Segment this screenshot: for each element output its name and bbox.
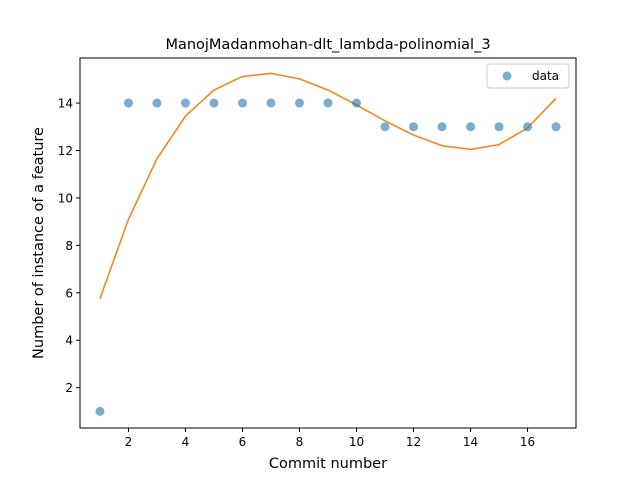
data-point xyxy=(380,122,390,132)
y-tick-label: 2 xyxy=(65,381,73,395)
data-point xyxy=(437,122,447,132)
data-point xyxy=(209,98,219,108)
data-point xyxy=(266,98,276,108)
data-point xyxy=(352,98,362,108)
x-axis-label: Commit number xyxy=(269,456,387,472)
y-tick-label: 8 xyxy=(65,239,73,253)
x-tick-label: 12 xyxy=(406,435,421,449)
x-tick-label: 4 xyxy=(182,435,190,449)
legend-box xyxy=(486,63,570,89)
legend: data xyxy=(486,63,570,89)
y-tick-label: 4 xyxy=(65,334,73,348)
y-tick-label: 10 xyxy=(58,191,73,205)
data-point xyxy=(294,98,304,108)
plot-area xyxy=(95,72,561,416)
x-tick-label: 16 xyxy=(520,435,535,449)
y-tick-label: 12 xyxy=(58,144,73,158)
data-point xyxy=(180,98,190,108)
axes-frame xyxy=(79,57,577,429)
data-point xyxy=(466,122,476,132)
x-tick-label: 8 xyxy=(296,435,304,449)
x-tick-label: 10 xyxy=(349,435,364,449)
fit-line xyxy=(99,72,557,299)
x-tick-label: 14 xyxy=(463,435,478,449)
data-point xyxy=(494,122,504,132)
x-tick-label: 6 xyxy=(239,435,247,449)
data-point xyxy=(323,98,333,108)
axis-ticks: 2 4 6 8 10 12 14 16 2 4 6 8 10 12 14 xyxy=(58,97,535,449)
data-point xyxy=(551,122,561,132)
legend-data-label: data xyxy=(532,69,559,83)
data-point xyxy=(523,122,533,132)
x-tick-label: 2 xyxy=(125,435,133,449)
data-point xyxy=(123,98,133,108)
chart-title: ManojMadanmohan-dlt_lambda-polinomial_3 xyxy=(165,37,490,53)
legend-data-marker xyxy=(502,71,512,81)
data-point xyxy=(152,98,162,108)
y-tick-label: 14 xyxy=(58,97,73,111)
y-axis-label: Number of instance of a feature xyxy=(31,127,47,359)
data-point xyxy=(95,406,105,416)
data-point xyxy=(409,122,419,132)
data-point xyxy=(237,98,247,108)
y-tick-label: 6 xyxy=(65,286,73,300)
